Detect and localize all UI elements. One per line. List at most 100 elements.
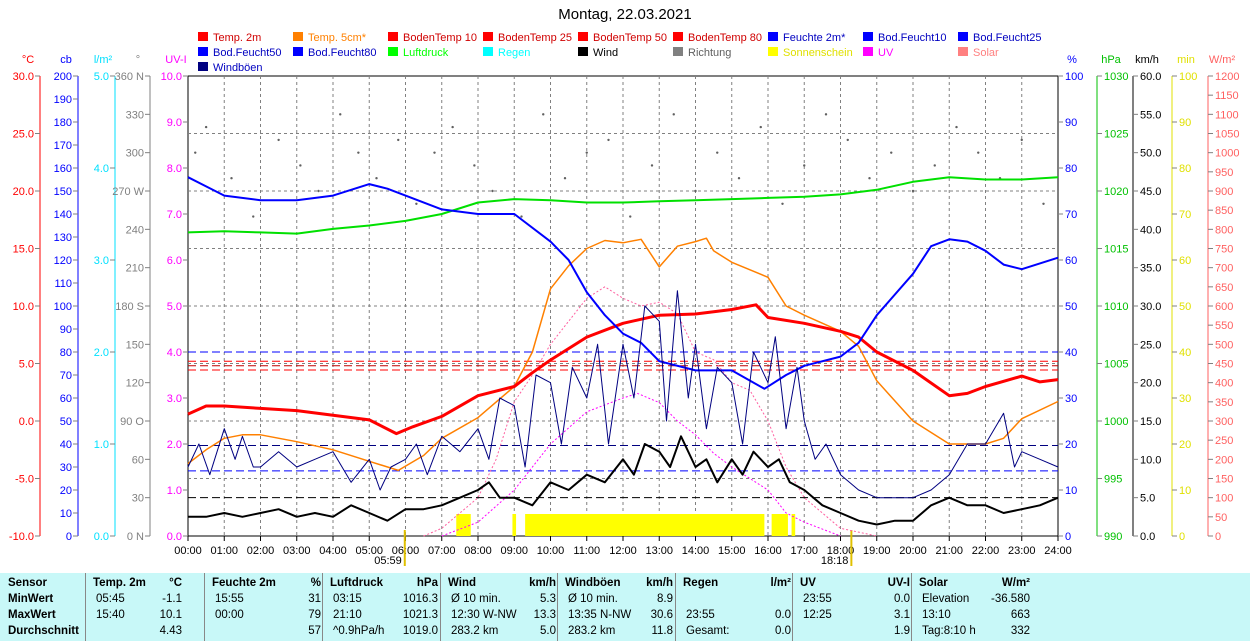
x-tick-label: 24:00 [1044,545,1072,557]
direction-point [357,151,360,154]
axis-tick-label: 80 [1065,163,1077,175]
table-header-uv: UV [800,577,816,589]
x-tick-label: 09:00 [500,545,528,557]
table-cell-value: 5.0 [540,625,556,637]
axis-tick-label: 180 [54,117,72,129]
axis-tick-label: 90 O [120,416,144,428]
axis-tick-label: 350 [1215,397,1233,409]
axis-tick-label: 120 [54,255,72,267]
table-cell-value: 663 [1010,609,1030,621]
direction-point [650,164,654,167]
table-unit-press: hPa [416,577,438,589]
axis-tick-label: 550 [1215,320,1233,332]
legend-label: Sonnenschein [783,47,853,59]
legend-label: Bod.Feucht50 [213,47,282,59]
axis-tick-label: 5.0 [94,71,109,83]
table-cell-value: 5.3 [540,593,556,605]
direction-point [491,189,494,193]
direction-point [520,215,523,218]
table-column-divider [440,573,441,641]
axis-tick-label: 60 [132,454,144,466]
axis-tick-label: 750 [1215,244,1233,256]
direction-point [230,177,233,180]
legend-swatch [768,32,778,41]
axis-tick-label: 1000 [1215,148,1239,160]
table-cell-value: 1.9 [894,625,910,637]
legend-label: Bod.Feucht80 [308,47,377,59]
axis-tick-label: 35.0 [1140,263,1161,275]
table-cell-label: 12:30 W-NW [451,609,517,621]
direction-point [890,151,893,154]
x-tick-label: 15:00 [718,545,746,557]
table-unit-temp: °C [169,577,182,589]
direction-point [629,215,632,218]
axis-tick-label: 1150 [1215,90,1239,102]
table-cell-value: 31 [308,593,321,605]
axis-tick-label: 10 [1065,485,1077,497]
table-cell-label: 283.2 km [568,625,616,637]
table-cell-value: 332 [1010,625,1030,637]
x-tick-label: 10:00 [537,545,565,557]
series-solar [423,286,877,537]
legend-swatch [578,47,588,56]
axis-tick-label: 40 [1065,347,1077,359]
legend-label: BodenTemp 10 [403,32,477,44]
table-cell-label: Ø 10 min. [451,593,501,605]
direction-point [672,113,675,116]
x-tick-label: 14:00 [682,545,710,557]
x-tick-label: 04:00 [319,545,347,557]
axis-tick-label: 1000 [1104,416,1128,428]
table-cell-label: Ø 10 min. [568,593,618,605]
direction-point [252,215,255,218]
legend-swatch [198,47,208,56]
axis-tick-label: 25.0 [1140,339,1161,351]
axis-tick-label: 120 [126,378,144,390]
axis-tick-label: 30.0 [1140,301,1161,313]
axis-tick-label: 200 [1215,454,1233,466]
axis-tick-label: 950 [1215,167,1233,179]
legend-swatch [483,47,493,56]
table-column-divider [204,573,205,641]
axis-unit-label: l/m² [94,54,113,66]
legend-label: Temp. 2m [213,32,261,44]
axis-tick-label: 20 [60,485,72,497]
legend-swatch [958,47,968,56]
sunshine-bar [791,514,796,536]
axis-tick-label: 55.0 [1140,109,1161,121]
axis-tick-label: 15.0 [1140,416,1161,428]
legend-swatch [673,32,683,41]
axis-tick-label: 100 [1065,71,1083,83]
x-tick-label: 13:00 [645,545,673,557]
axis-tick-label: 50.0 [1140,148,1161,160]
direction-point [1020,138,1023,142]
table-cell-label: 23:55 [686,609,715,621]
axis-tick-label: 8.0 [167,163,182,175]
axis-unit-label: °C [22,54,34,66]
direction-point [585,151,588,154]
axis-tick-label: 450 [1215,359,1233,371]
axis-tick-label: 150 [1215,474,1233,486]
x-tick-label: 19:00 [863,545,891,557]
legend-swatch [863,32,873,41]
axis-tick-label: 850 [1215,205,1233,217]
x-tick-label: 23:00 [1008,545,1036,557]
axis-tick-label: 30 [1065,393,1077,405]
table-cell-label: 15:40 [96,609,125,621]
axis-tick-label: -10.0 [9,531,34,543]
axis-tick-label: 270 W [112,186,144,198]
direction-point [781,202,784,205]
table-cell-label: ^0.9hPa/h [333,625,385,637]
direction-point [451,125,454,129]
table-cell-label: 15:55 [215,593,244,605]
axis-tick-label: 400 [1215,378,1233,390]
table-header-solar: Solar [919,577,948,589]
axis-tick-label: 600 [1215,301,1233,313]
axis-tick-label: 0 [1215,531,1221,543]
axis-tick-label: 20 [1179,439,1191,451]
table-cell-value: -1.1 [162,593,182,605]
axis-unit-label: ° [136,54,140,66]
x-tick-label: 12:00 [609,545,637,557]
direction-point [868,177,871,180]
legend-label: BodenTemp 50 [593,32,667,44]
direction-point [194,151,197,154]
